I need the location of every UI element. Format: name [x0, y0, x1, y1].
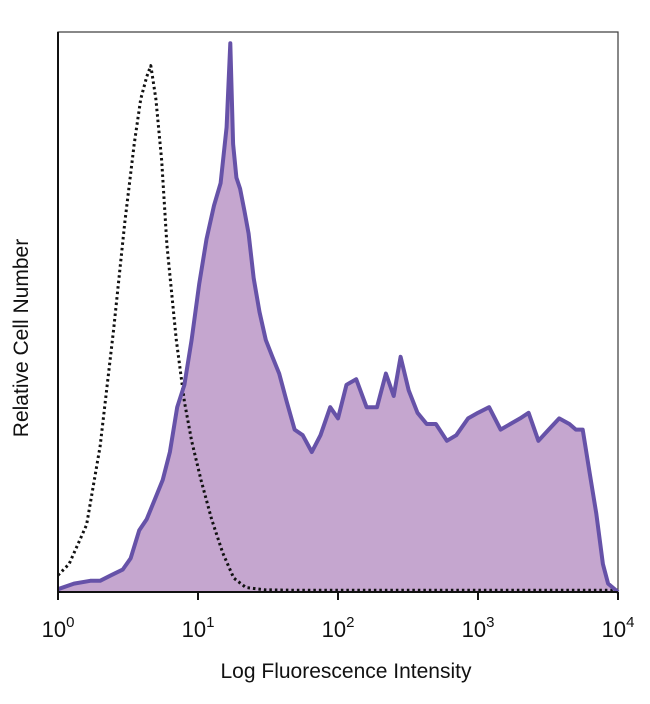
series-1-area	[58, 43, 618, 592]
y-axis-title: Relative Cell Number	[10, 239, 33, 437]
x-tick-label: 100	[42, 614, 75, 642]
series-layer	[56, 41, 620, 594]
x-tick-label: 103	[462, 614, 495, 642]
x-axis-title: Log Fluorescence Intensity	[221, 660, 472, 683]
x-tick-label: 102	[322, 614, 355, 642]
x-tick-label: 101	[182, 614, 215, 642]
x-tick-label: 104	[602, 614, 635, 642]
series-1-line	[57, 41, 620, 594]
x-tick-layer: 100 101 102 103 104	[42, 592, 635, 642]
